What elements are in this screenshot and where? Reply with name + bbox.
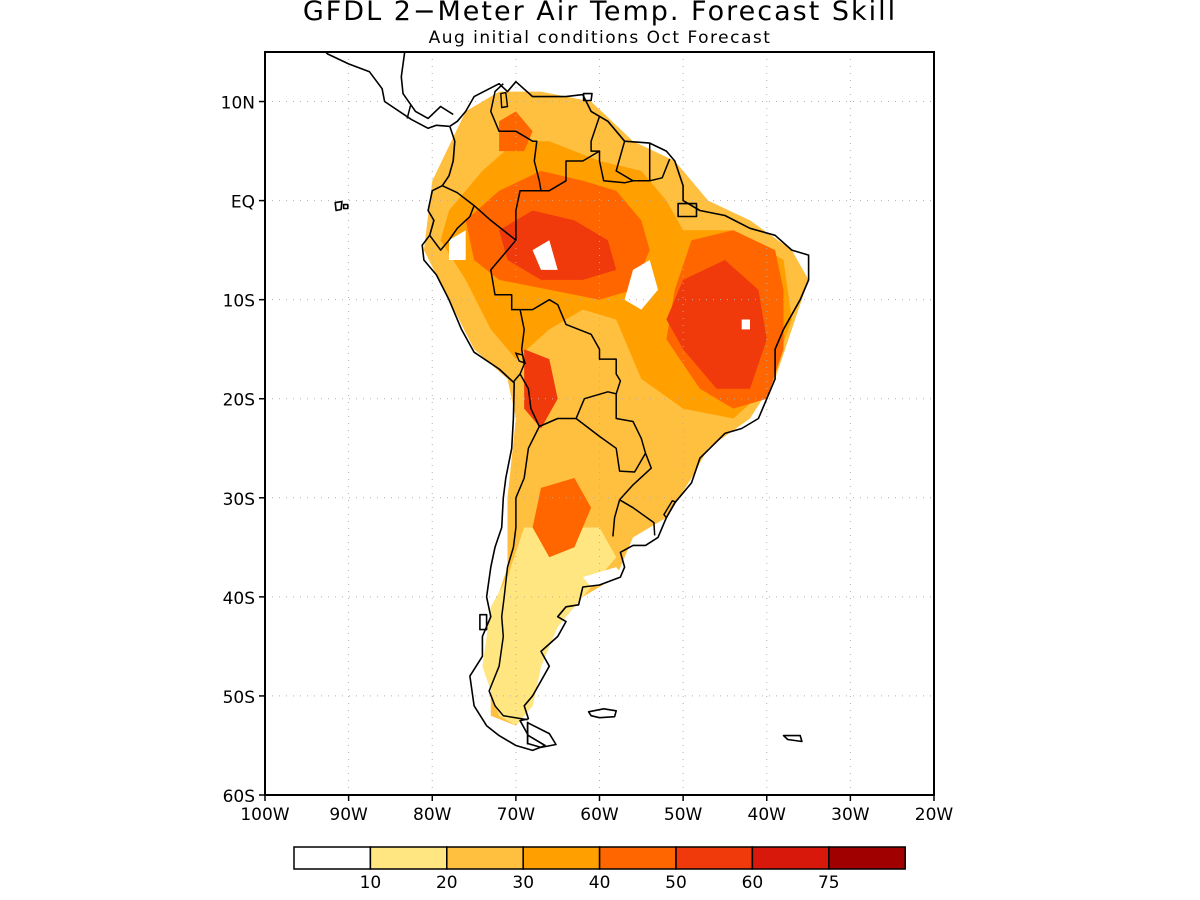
- coastlines: [324, 0, 810, 752]
- border-bolivia-brazil: [520, 298, 622, 395]
- colorbar-bin-1: [369, 846, 448, 870]
- coastline-marajo: [677, 202, 698, 218]
- lon-tick-label: 100W: [240, 805, 289, 825]
- coastline-cuba: [453, 0, 480, 4]
- colorbar-label: 10: [360, 873, 382, 893]
- lat-tick-label: 10S: [223, 292, 255, 312]
- colorbar-bin-3: [522, 846, 601, 870]
- skill-region-level-0: [582, 567, 625, 587]
- border-bolivia-paraguay: [575, 391, 617, 419]
- map-title: GFDL 2−Meter Air Temp. Forecast Skill: [302, 0, 898, 27]
- skill-region-level-0: [532, 240, 558, 270]
- colorbar-label: 30: [512, 873, 534, 893]
- skill-region-level-5: [499, 210, 617, 280]
- colorbar-label: 50: [665, 873, 687, 893]
- border-bolivia-chile: [519, 373, 540, 427]
- border-uruguay-argentina: [612, 499, 621, 537]
- border-uruguay-brazil: [619, 499, 656, 536]
- colorbar-label: 40: [589, 873, 611, 893]
- coastline-central-america-pacific: [324, 52, 450, 130]
- colorbar-bin-5: [675, 846, 754, 870]
- lon-tick-label: 80W: [413, 805, 452, 825]
- border-ecuador-peru: [429, 205, 475, 251]
- border-colombia-venezuela: [441, 83, 542, 241]
- skill-region-level-5: [524, 349, 558, 429]
- colorbar-bin-7: [828, 846, 906, 870]
- border-guyana-brazil: [598, 151, 671, 184]
- coastline-galapagos-1: [334, 200, 343, 212]
- colorbar: 10 20 30 40 50 60 75: [293, 846, 906, 893]
- lat-tick-label: 60S: [223, 787, 255, 807]
- coastline-south-america: [421, 80, 810, 752]
- coastline-hispaniola: [479, 4, 528, 23]
- lake-titicaca: [514, 352, 527, 365]
- border-peru-brazil: [490, 239, 521, 311]
- colorbar-bin-2: [446, 846, 524, 870]
- lon-tick-label: 50W: [664, 805, 703, 825]
- skill-region-level-5: [666, 260, 767, 389]
- lon-tick-label: 90W: [329, 805, 368, 825]
- coastline-chiloe: [479, 613, 488, 631]
- border-peru-bolivia-chile: [512, 309, 525, 383]
- coastline-falklands: [587, 708, 617, 719]
- colorbar-label: 75: [818, 873, 840, 893]
- skill-shading: [423, 91, 809, 726]
- colorbar-label: 60: [742, 873, 764, 893]
- border-argentina-brazil: [619, 452, 653, 501]
- lat-tick-label: 50S: [223, 688, 255, 708]
- colorbar-bin-0: [293, 846, 372, 870]
- skill-region-level-4: [532, 478, 592, 558]
- coastline-central-america: [400, 52, 454, 120]
- border-paraguay-argentina: [575, 417, 647, 473]
- border-central-america-divides: [406, 105, 412, 119]
- coastline-puerto-rico: [539, 17, 552, 22]
- lon-tick-label: 20W: [915, 805, 954, 825]
- border-venezuela-guyana: [541, 116, 601, 192]
- lon-tick-label: 70W: [497, 805, 536, 825]
- lon-tick-label: 40W: [748, 805, 787, 825]
- lat-tick-label: 20S: [223, 391, 255, 411]
- lon-tick-label: 60W: [580, 805, 619, 825]
- skill-region-level-0: [624, 260, 658, 310]
- coastline-trinidad: [582, 92, 593, 102]
- border-paraguay-brazil: [615, 393, 647, 454]
- map-gridlines: [265, 52, 934, 795]
- coastline-galapagos-2: [342, 203, 349, 210]
- country-borders: [406, 83, 671, 745]
- lake-maracaibo: [500, 91, 509, 109]
- colorbar-bin-4: [598, 846, 677, 870]
- map-subtitle: Aug initial conditions Oct Forecast: [428, 28, 772, 48]
- border-chile-argentina: [488, 426, 540, 721]
- lat-tick-label: 10N: [221, 94, 255, 114]
- lat-tick-label: 40S: [223, 589, 255, 609]
- border-bolivia-argentina: [539, 417, 577, 428]
- coastline-south-georgia: [782, 734, 803, 743]
- colorbar-label: 20: [436, 873, 458, 893]
- lon-tick-label: 30W: [831, 805, 870, 825]
- skill-region-level-0: [449, 230, 466, 260]
- lagoa-dos-patos: [663, 499, 677, 519]
- skill-region-level-0: [741, 319, 750, 330]
- lat-tick-label: 30S: [223, 490, 255, 510]
- border-guyana-suriname: [615, 140, 634, 182]
- lat-tick-label: EQ: [231, 193, 255, 213]
- colorbar-bin-6: [751, 846, 830, 870]
